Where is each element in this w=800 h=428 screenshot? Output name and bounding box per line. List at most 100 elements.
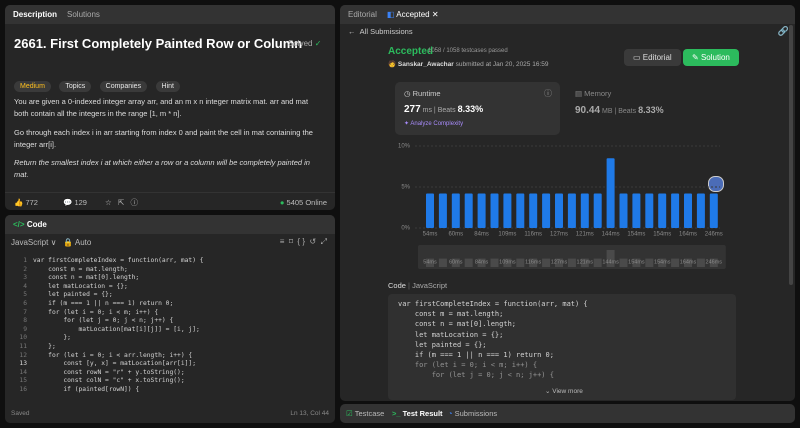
mode[interactable]: Auto [74,238,92,247]
overview-label: 109ms [499,259,516,265]
x-tick-label: 109ms [498,232,516,238]
code-header: Code | JavaScript [388,281,448,290]
overview-label: 84ms [475,259,489,265]
x-tick-label: 154ms [653,232,671,238]
paragraph: Go through each index i in arr starting … [14,128,313,149]
memory-label[interactable]: ▤ Memory [575,89,612,98]
tab[interactable]: ☑ Testcase [346,409,385,418]
solution-button[interactable]: ✎ Solution [683,49,739,66]
overview-bar [567,258,576,267]
footer: 👍 772 💬 129 ☆ ⇱ ⓘ ● 5405 Online [5,192,335,210]
tag[interactable]: Topics [59,81,92,92]
code-line: for (let j = 0; j < n; j++) { [33,317,174,325]
code-line: const m = mat.length; [398,310,504,319]
overview-bar [542,258,551,267]
code-line: const colN = "c" + x.toString(); [33,377,185,385]
likes[interactable]: 👍 772 [14,198,38,207]
bar [490,193,499,228]
tab-label: Test Result [402,409,443,418]
tab[interactable]: >_ Test Result [392,409,443,418]
code-line: var firstCompleteIndex = function(arr, m… [398,300,588,308]
analyze-link[interactable]: ✦ Analyze Complexity [404,121,464,127]
tab[interactable]: Description [13,10,58,19]
online: ● 5405 Online [279,198,327,207]
problem-title: 2661. First Completely Painted Row or Co… [14,36,303,51]
code-line: let painted = {}; [33,291,113,299]
editorial-button[interactable]: ▭ Editorial [624,49,681,66]
bar [645,193,654,228]
code-line: if (m === 1 || n === 1) return 0; [398,351,554,359]
back-link[interactable]: ← All Submissions [348,27,413,36]
info-icon: ⓘ [544,89,552,98]
tab[interactable]: ◧ Accepted ✕ [386,10,439,19]
tab[interactable]: Solutions [67,10,100,19]
tab[interactable]: ◔ Submissions [448,409,498,418]
overview-bar [593,258,602,267]
overview-bar [503,258,512,267]
tag[interactable]: Companies [99,81,148,92]
submitter: 🧑 Sanskar_Awachar submitted at Jan 20, 2… [388,61,549,68]
value: 277 [404,104,421,115]
bar [593,193,602,228]
overview-bar [684,258,692,267]
bar [529,193,538,228]
tag[interactable]: Medium [14,81,51,92]
label: Runtime [412,89,441,98]
submitted-code: var firstCompleteIndex = function(arr, m… [388,294,736,400]
tag[interactable]: Hint [155,81,180,92]
code-line: if (painted[rowN]) { [33,386,140,393]
language: JavaScript [412,281,448,290]
button-label: Solution [700,53,730,62]
language[interactable]: JavaScript [11,238,49,247]
bar [503,193,512,228]
y-tick-label: 0% [401,226,410,232]
x-tick-label: 164ms [679,232,697,238]
bar [451,193,460,228]
code-line: let matLocation = {}; [33,282,128,290]
label: Memory [584,89,612,98]
line-number: 7 [23,308,27,316]
editor[interactable]: 1 var firstCompleteIndex = function(arr, … [5,255,335,405]
line-number: 4 [23,282,27,290]
overview-bar [580,258,589,267]
toolbar: JavaScript ∨ 🔒 Auto [11,238,92,247]
status: Solved [288,39,313,48]
code-line: const m = mat.length; [33,265,128,273]
paragraph: Return the smallest index i at which eit… [14,158,310,179]
user[interactable]: Sanskar_Awachar [397,61,454,68]
y-tick-label: 5% [401,185,410,191]
view-more[interactable]: ⌄ View more [545,388,583,395]
icons: ☆ ⇱ ⓘ [105,198,139,207]
tab-bar: Editorial ◧ Accepted ✕ [340,5,795,24]
overview-bar [490,258,499,267]
runtime-card[interactable]: ◷ Runtime ⓘ 277 ms | Beats 8.33% ✦ Analy… [395,82,560,135]
comments[interactable]: 💬 129 [63,198,87,207]
runtime-label: ◷ Runtime [404,89,441,98]
line-number: 11 [19,343,27,350]
testcases: 1058 / 1058 testcases passed [428,48,508,54]
bar [477,193,486,228]
link: Analyze Complexity [410,121,464,127]
overview-bar [464,258,473,267]
line-number: 9 [23,325,27,333]
tab[interactable]: </> Code [13,220,47,229]
x-tick-label: 246ms [705,232,723,238]
overview-bar [696,258,705,267]
code-line: matLocation[mat[i][j]] = [i, j]; [33,325,200,333]
overview-bar [709,258,718,267]
line-number: 16 [19,386,27,393]
code-line: if (m === 1 || n === 1) return 0; [33,300,174,307]
overview-bar [606,250,615,267]
tab[interactable]: Editorial [348,10,377,19]
overview-bar [619,258,628,267]
online-count: 5405 Online [286,198,327,207]
overview-bar [658,258,667,267]
memory-value: 90.44 MB | Beats 8.33% [575,105,664,116]
code-line: }; [33,334,71,342]
scrollbar[interactable] [789,25,793,285]
bar [464,193,473,228]
share-icon[interactable]: 🔗 [777,26,789,36]
line-number: 3 [23,274,27,282]
